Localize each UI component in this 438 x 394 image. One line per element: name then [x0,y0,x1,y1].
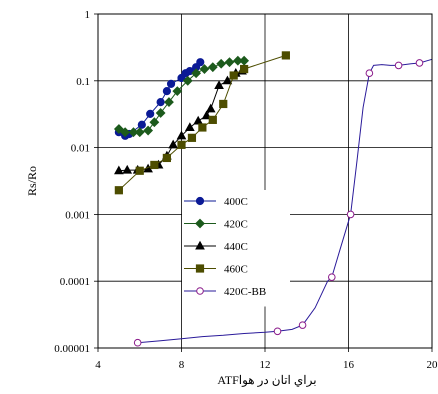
data-point [168,139,178,149]
data-point [199,64,210,74]
x-axis-label: ATFبراي اتان در هوا [217,373,316,387]
x-tick-label: 20 [427,359,438,371]
legend-item: 420C-BB [184,286,266,298]
tick-labels: 4 8 12 16 20 0.00001 0.0001 0.001 0.01 0.1 1 [54,9,438,371]
data-point [113,124,124,134]
data-point [273,327,282,336]
data-point [143,125,154,136]
data-point [298,321,307,329]
legend-label: 440C [224,241,248,253]
legend-marker [196,287,204,295]
legend-label: 460C [224,264,248,276]
data-point [187,133,197,142]
series-420c [113,55,250,138]
y-tick-label: 1 [85,9,91,21]
data-point [222,75,233,85]
data-point [415,59,424,67]
x-tick-label: 12 [260,359,271,371]
data-point [162,153,171,163]
data-point [155,108,166,118]
legend-marker [195,264,205,273]
data-point [193,115,204,125]
legend-marker [195,196,205,206]
data-point [114,165,124,175]
data-point [198,123,207,132]
data-point [149,117,160,128]
y-tick-label: 0.00001 [54,343,90,355]
legend-label: 400C [224,196,248,208]
legend-item: 460C [184,264,248,276]
data-point [176,130,187,140]
data-point [156,97,165,107]
data-point [172,86,183,97]
x-tick-label: 4 [95,359,101,371]
data-point [196,58,205,67]
data-point [240,64,249,74]
data-point [133,338,142,347]
legend-marker [195,240,205,250]
legend: 400C 420C 440C 460C 420C-BB [182,190,290,307]
legend-label: 420C-BB [224,286,266,298]
data-point [146,109,155,118]
legend-label: 420C [224,219,248,231]
y-tick-label: 0.1 [76,76,90,88]
legend-item: 440C [184,240,248,253]
series-460c [114,51,290,195]
data-point [137,120,146,129]
data-point [201,110,212,120]
series-420c-bb [133,58,433,347]
data-point [134,127,145,138]
data-point [164,97,174,108]
y-axis-label: Rs/Ro [25,166,39,196]
data-point [205,103,216,113]
data-point [328,273,336,281]
data-point [166,79,176,88]
data-point [281,51,290,60]
data-point [229,71,238,80]
data-point [185,122,195,131]
data-point [135,166,144,175]
data-point [239,55,250,66]
data-point [182,75,193,86]
x-tick-label: 16 [343,359,355,371]
data-point [216,58,227,69]
y-tick-label: 0.001 [65,209,90,221]
data-point [191,68,202,79]
data-point [122,164,133,174]
data-point [365,69,374,77]
y-tick-label: 0.01 [71,143,90,155]
legend-item: 400C [184,196,248,208]
series-layer [113,51,433,347]
legend-marker [195,218,205,229]
data-point [214,80,224,90]
data-point [208,115,217,124]
x-tick-label: 8 [179,359,185,371]
data-point [150,160,159,170]
data-point [207,62,218,73]
data-point [177,140,186,149]
data-point [219,99,228,109]
data-point [224,57,235,68]
data-point [120,127,131,138]
data-point [162,87,171,96]
y-tick-label: 0.0001 [60,276,90,288]
data-point [394,61,403,70]
data-point [114,186,123,195]
legend-item: 420C [184,219,248,231]
data-point [346,210,355,219]
grid [98,14,432,348]
